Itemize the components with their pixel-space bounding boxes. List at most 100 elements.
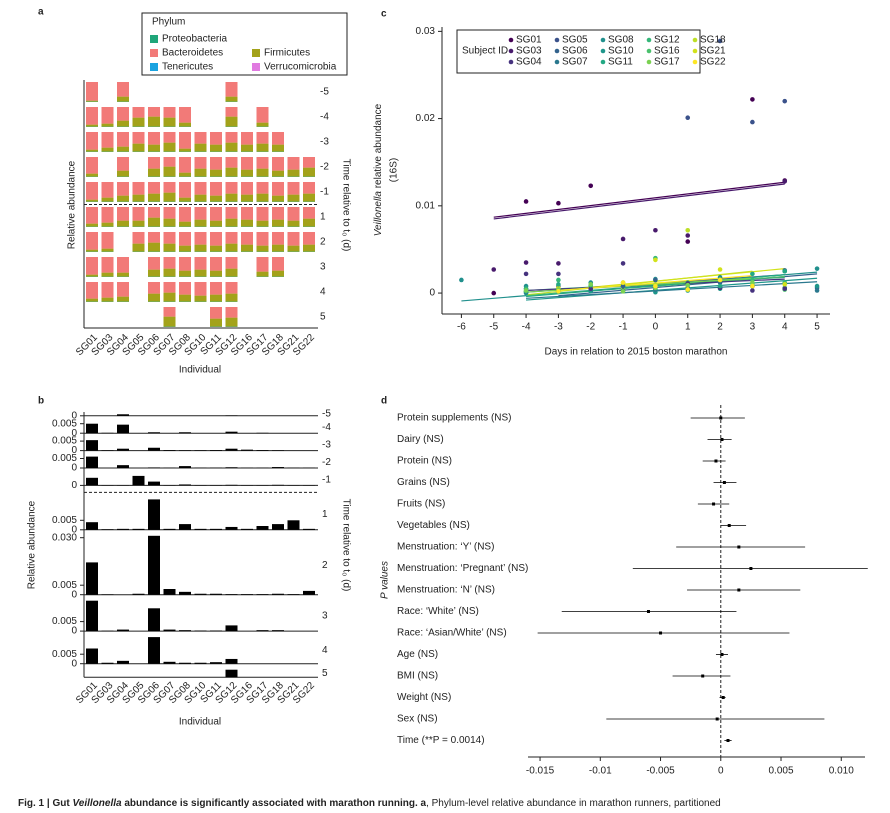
row-label: 5 — [322, 668, 328, 679]
caption-part: Fig. 1 | Gut — [18, 798, 72, 809]
row-label: Menstruation: ‘Y’ (NS) — [397, 542, 494, 553]
bar-segment — [86, 157, 98, 174]
point — [620, 236, 626, 242]
bar — [117, 448, 129, 451]
bar-segment — [241, 219, 253, 227]
legend-label: SG08 — [608, 35, 634, 46]
x-tick-label: 3 — [750, 322, 756, 333]
row-label: Fruits (NS) — [397, 499, 445, 510]
caption-part: , Phylum-level relative abundance in mar… — [426, 798, 721, 809]
bar-segment — [148, 207, 160, 218]
row-label: Time (**P = 0.0014) — [397, 735, 485, 746]
bar-segment — [194, 295, 207, 302]
bar — [272, 484, 284, 486]
x-axis-title: Individual — [179, 717, 221, 728]
x-tick-label: -0.01 — [589, 766, 612, 777]
point — [620, 283, 626, 289]
row-label: Race: ‘White’ (NS) — [397, 606, 479, 617]
row-label: -1 — [320, 187, 329, 198]
bar — [210, 528, 222, 530]
bar-segment — [272, 219, 284, 227]
estimate — [720, 438, 724, 441]
estimate — [722, 481, 726, 484]
row-label: Vegetables (NS) — [397, 520, 470, 531]
point — [782, 282, 788, 287]
bar-segment — [179, 157, 191, 173]
x-tick-label: -4 — [522, 322, 531, 333]
bar-segment — [303, 218, 315, 227]
legend-box — [141, 12, 348, 76]
bar — [86, 423, 98, 434]
bar — [210, 593, 222, 595]
bar-segment — [163, 166, 176, 177]
y2-axis-title: Time relative to t₀ (d) — [340, 499, 351, 592]
bar-segment — [86, 223, 98, 227]
bar — [117, 629, 129, 632]
point — [782, 286, 788, 292]
row-label: 2 — [320, 237, 326, 248]
bar — [148, 467, 160, 468]
y-tick-label: 0 — [71, 480, 77, 491]
y-axis-title: Relative abundance — [67, 160, 78, 249]
bar — [179, 466, 191, 468]
legend-marker — [554, 48, 560, 54]
point — [814, 288, 820, 293]
legend-label: SG01 — [516, 35, 542, 46]
point — [717, 277, 723, 283]
bar-segment — [117, 120, 129, 127]
bar-segment — [163, 117, 176, 127]
point — [814, 283, 820, 289]
point — [588, 286, 594, 292]
bar-segment — [241, 182, 253, 195]
bar-segment — [287, 157, 300, 170]
legend-label: Bacteroidetes — [162, 48, 223, 59]
bar-segment — [287, 220, 300, 227]
bar — [179, 662, 191, 664]
bar-segment — [194, 257, 207, 270]
bar — [117, 414, 129, 416]
estimate — [726, 739, 730, 742]
bar-segment — [163, 316, 176, 327]
point — [717, 267, 723, 272]
bar-segment — [241, 207, 253, 220]
legend-marker — [692, 59, 698, 65]
legend-swatch — [150, 35, 158, 43]
bar-segment — [225, 293, 238, 302]
legend-label: Verrucomicrobia — [264, 62, 337, 73]
x-tick-label: 0.005 — [769, 766, 794, 777]
bar-segment — [117, 296, 129, 302]
bar-segment — [272, 132, 284, 145]
point — [523, 271, 529, 277]
bar-segment — [132, 194, 145, 202]
bar — [148, 608, 160, 632]
bar-segment — [132, 243, 145, 252]
y-tick-label: 0 — [429, 288, 435, 299]
bar-segment — [256, 157, 269, 169]
bar-segment — [225, 116, 238, 127]
bar-segment — [86, 149, 98, 152]
bar-segment — [225, 132, 238, 143]
row-label: -2 — [320, 162, 329, 173]
bar-segment — [241, 157, 253, 170]
bar-segment — [194, 282, 207, 296]
bar-segment — [132, 117, 145, 127]
legend-label: SG07 — [562, 57, 588, 68]
legend-marker — [646, 59, 652, 65]
bar-segment — [163, 218, 176, 227]
bar — [117, 528, 129, 530]
bar-segment — [256, 193, 269, 202]
bar-segment — [101, 123, 114, 127]
bar — [163, 661, 176, 664]
bar-segment — [86, 274, 98, 277]
bar-segment — [163, 192, 176, 202]
bar-segment — [241, 144, 253, 152]
bar-segment — [194, 219, 207, 227]
legend-label: SG22 — [700, 57, 726, 68]
row-label: 4 — [320, 287, 326, 298]
x-tick-label: 4 — [782, 322, 788, 333]
x-tick-label: -0.005 — [646, 766, 675, 777]
bar-segment — [117, 82, 129, 97]
bar — [194, 630, 207, 632]
panel-letter: b — [38, 396, 44, 407]
x-tick-label: -1 — [619, 322, 628, 333]
